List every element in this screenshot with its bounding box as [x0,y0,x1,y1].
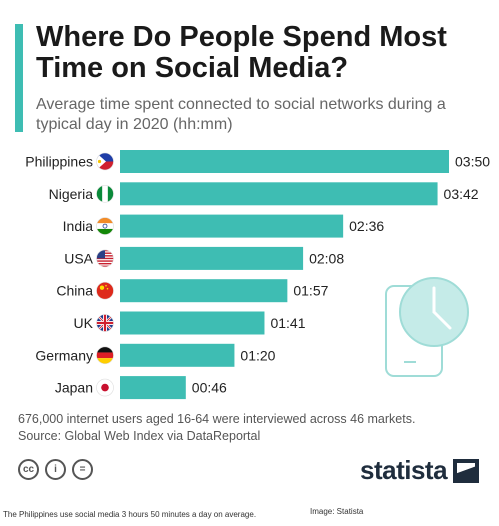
bar-row: India 02:36 [63,214,384,238]
cc-icon: cc [18,459,39,480]
bar [120,246,304,270]
value-label: 01:20 [240,347,275,363]
source-note: Source: Global Web Index via DataReporta… [18,429,261,443]
bar-row: Philippines 03:50 [25,150,490,173]
japan-flag-icon [96,379,114,397]
value-label: 03:50 [455,154,490,170]
category-label: Japan [55,380,93,396]
philippines-flag-icon [96,153,114,170]
nigeria-flag-icon [96,185,114,203]
usa-flag-icon [96,249,114,267]
infographic-card: Where Do People Spend Most Time on Socia… [15,21,491,486]
germany-flag-icon [96,346,114,364]
chart-title: Where Do People Spend Most Time on Socia… [36,21,447,84]
bar [120,279,288,303]
bar [120,311,265,335]
value-label: 02:36 [349,218,384,234]
india-flag-icon [96,217,114,235]
bar-chart: Philippines 03:50 Nigeria 03:42 India 02:36 US… [25,150,490,400]
uk-flag-icon [96,314,114,332]
value-label: 00:46 [192,380,227,396]
value-label: 02:08 [309,250,344,266]
statista-logo[interactable]: statista [360,455,480,486]
bar-row: USA 02:08 [64,246,344,270]
category-label: Germany [35,347,93,363]
brand-name: statista [360,455,448,485]
category-label: USA [64,250,93,266]
bar [120,343,235,367]
china-flag-icon [96,282,114,300]
bar [120,376,186,400]
phone-clock-illustration [385,277,469,377]
image-caption: The Philippines use social media 3 hours… [3,510,257,519]
image-credit: Image: Statista [310,507,364,516]
bar-row: UK 01:41 [74,311,306,335]
bar [120,214,344,238]
survey-note: 676,000 internet users aged 16-64 were i… [18,412,416,426]
category-label: Nigeria [49,186,94,202]
category-label: China [56,283,93,299]
bar-row: China 01:57 [56,279,329,303]
bar [120,182,438,206]
attribution-icon: i [45,459,66,480]
value-label: 03:42 [444,186,479,202]
chart-notes: 676,000 internet users aged 16-64 were i… [18,411,488,445]
bar [120,150,449,173]
category-label: UK [74,315,94,331]
value-label: 01:57 [293,283,328,299]
category-label: India [63,218,94,234]
title-accent-bar [15,24,23,132]
license-icons: cc i = [18,459,93,480]
value-label: 01:41 [270,315,305,331]
bar-row: Nigeria 03:42 [49,182,479,206]
bar-row: Japan 00:46 [55,376,227,400]
no-derivatives-icon: = [72,459,93,480]
category-label: Philippines [25,154,93,170]
bar-row: Germany 01:20 [35,343,276,367]
chart-subtitle: Average time spent connected to social n… [36,96,446,133]
statista-mark-icon [453,458,480,483]
